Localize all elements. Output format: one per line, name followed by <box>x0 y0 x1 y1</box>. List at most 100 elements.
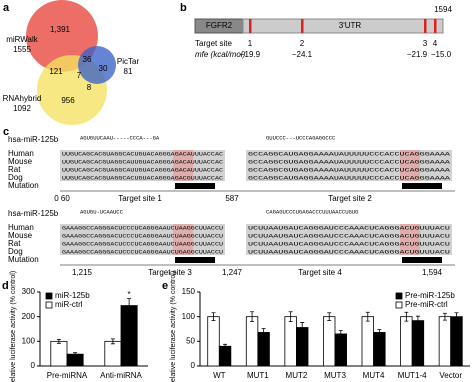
legend-swatch <box>45 292 53 300</box>
set-total: 1092 <box>13 104 31 113</box>
seq-row: GCCAGGCGUGAGGAAAAUAUUUUUCCCACCUCAGGGAAAA <box>248 158 451 165</box>
error-bar <box>415 315 420 326</box>
error-bar <box>454 312 459 322</box>
site-marker <box>434 19 437 33</box>
region-count: 7 <box>77 71 82 80</box>
set-name: RNAhybrid <box>3 94 42 103</box>
bar <box>207 316 220 367</box>
mfe-value: −19.9 <box>240 50 261 59</box>
error-bar <box>261 328 266 337</box>
legend-swatch <box>395 301 403 309</box>
error-bar <box>300 322 305 333</box>
mutation-bar <box>402 183 442 189</box>
seq-bg <box>60 224 225 255</box>
utr-name: 3'UTR <box>339 21 362 30</box>
set-name: miRWalk <box>6 35 39 44</box>
species-name: Mutation <box>8 181 39 190</box>
ruler-label: Target site 1 <box>118 194 162 203</box>
y-tick-label: 0 <box>191 361 196 370</box>
error-bar <box>56 338 61 344</box>
mutation-bar <box>175 183 215 189</box>
region-count: 121 <box>49 67 63 76</box>
error-bar <box>377 329 382 336</box>
site-highlight <box>400 150 420 181</box>
site-highlight <box>400 224 420 255</box>
bar <box>284 316 297 367</box>
seq-row: GCCAGGCAUGAGGAAAAUAUUUUUCCCACCUCAGGGAAAA <box>248 174 451 181</box>
bar <box>400 316 413 367</box>
ruler-label: 1,594 <box>422 268 443 277</box>
species-name: Rat <box>8 165 21 174</box>
site-marker <box>249 19 252 33</box>
seq-row: UCUUAAUGAUCAGGGAUCCCAAACUCAGGGACUGUUUACU <box>248 240 450 247</box>
set-total: 1555 <box>13 45 31 54</box>
site-number: 4 <box>433 39 438 48</box>
bar <box>245 316 259 367</box>
panel-label: e <box>162 280 168 292</box>
species-name: Mouse <box>8 231 33 240</box>
legend-swatch <box>45 301 53 309</box>
mir-seq: GUUCCC---UCCCAGAGGCCC <box>266 134 336 141</box>
mir-seq: AGUGUUCAAU-----CCCA---GA <box>80 134 160 141</box>
error-bar <box>365 311 370 322</box>
seq-row: GAAAGGCCAGGGACUCCCUCAGGGAAUCUAAGGCUUACCU <box>62 232 223 239</box>
ruler-label: 0 60 <box>54 194 70 203</box>
significance: ** <box>376 333 382 342</box>
venn-circle <box>26 0 98 72</box>
site-marker <box>424 19 427 33</box>
y-tick-label: 100 <box>182 312 196 321</box>
error-bar <box>442 312 447 321</box>
species-name: Mouse <box>8 157 33 166</box>
seq-row: GAAAGGCCAGGGACUCCCUCAGGGAAUCUAAGGCUUACCU <box>62 224 223 231</box>
error-bar <box>127 298 132 313</box>
seq-bg <box>60 150 225 181</box>
region-count: 956 <box>61 96 75 105</box>
mutation-bar <box>402 257 442 263</box>
significance: ** <box>338 334 344 343</box>
significance: * <box>128 290 131 299</box>
legend-label: miR-125b <box>55 291 90 300</box>
region-count: 1,391 <box>50 25 71 34</box>
site-number: 2 <box>300 39 305 48</box>
panel-label: a <box>3 2 10 14</box>
site-number: 3 <box>423 39 428 48</box>
seq-row: GCCAGGCAUGAGGAAAAUAUUUUUCCCACCUCAGGGAAAA <box>248 150 451 157</box>
y-tick-label: 300 <box>22 287 36 296</box>
ruler-label: Target site 2 <box>328 194 372 203</box>
x-tick-label: Vector <box>439 371 462 380</box>
significance: ** <box>261 333 267 342</box>
bar <box>323 316 336 367</box>
seq-row: GAAAGGCCAGGGACUCCCUCAGGGAAUCUGAGGCUUACCU <box>62 248 223 255</box>
species-name: Dog <box>8 173 23 182</box>
significance: ** <box>72 354 78 363</box>
region-count: 8 <box>87 83 92 92</box>
bar <box>450 316 463 367</box>
error-bar <box>110 338 115 345</box>
site-highlight <box>173 224 193 255</box>
site-number: 1 <box>248 39 253 48</box>
species-name: Dog <box>8 247 23 256</box>
region-count: 30 <box>99 64 108 73</box>
ruler-label: 1,247 <box>222 268 243 277</box>
bar <box>411 320 425 367</box>
region-count: 36 <box>83 55 92 64</box>
error-bar <box>338 330 343 338</box>
x-tick-label: MUT3 <box>324 371 346 380</box>
error-bar <box>223 343 228 349</box>
significance: * <box>301 328 304 337</box>
set-total: 81 <box>124 67 133 76</box>
x-tick-label: MUT1 <box>247 371 269 380</box>
set-name: PicTar <box>117 57 140 66</box>
mfe-value: −21.9 <box>407 50 428 59</box>
utr-length: 1594 <box>434 5 452 14</box>
y-tick-label: 50 <box>186 336 195 345</box>
x-tick-label: MUT2 <box>286 371 308 380</box>
y-axis-label: Relative luciferase activity (% control) <box>170 271 177 382</box>
ruler-label: 1,215 <box>72 268 93 277</box>
species-name: Human <box>8 149 34 158</box>
mfe-value: −24.1 <box>292 50 313 59</box>
panel-label: d <box>2 280 9 292</box>
site-marker <box>301 19 304 33</box>
x-tick-label: Anti-miRNA <box>100 371 142 380</box>
